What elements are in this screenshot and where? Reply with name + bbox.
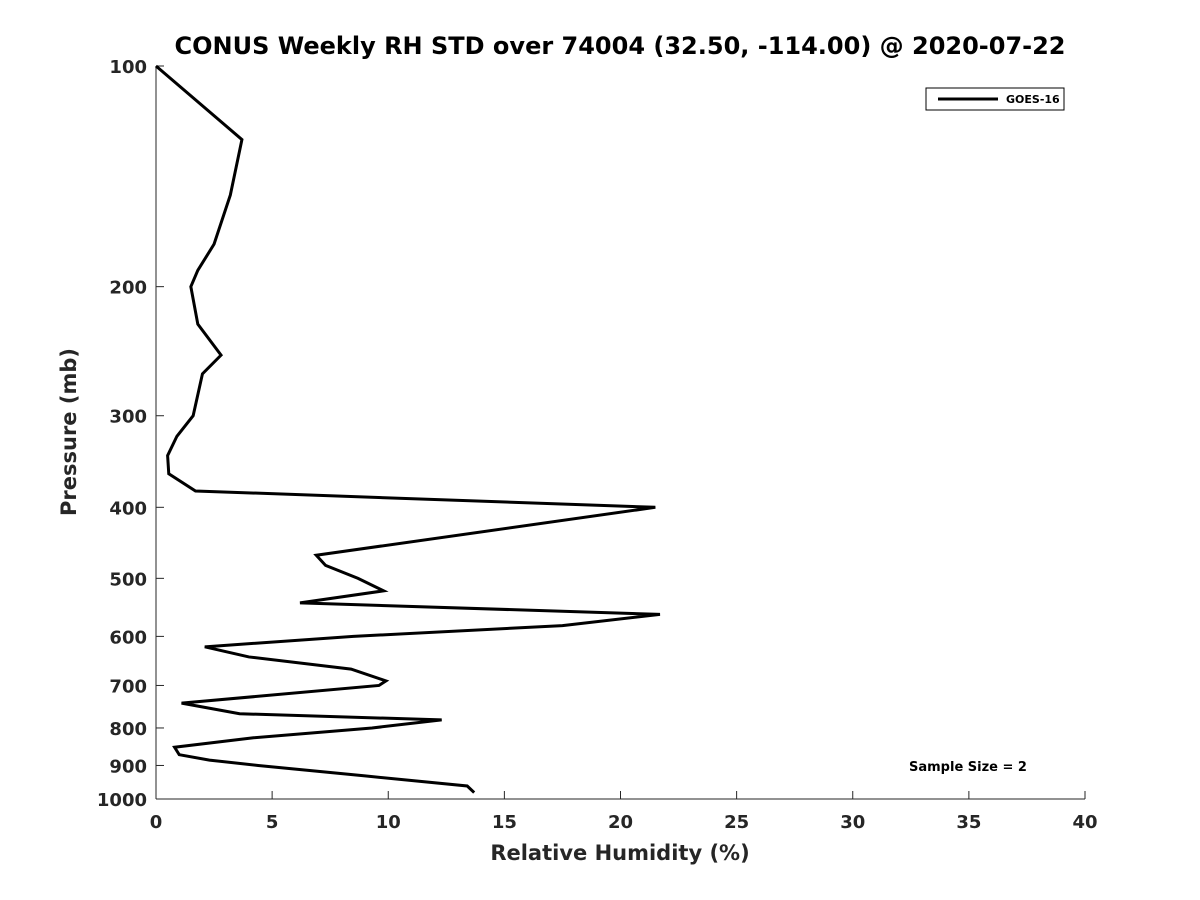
y-tick-label: 100	[109, 57, 147, 78]
y-tick-label: 400	[109, 498, 147, 519]
sample-size-annotation: Sample Size = 2	[909, 760, 1027, 775]
y-tick-label: 900	[109, 756, 147, 777]
x-tick-label: 20	[608, 812, 633, 833]
x-tick-label: 0	[150, 812, 163, 833]
series-line-goes-16	[155, 64, 661, 794]
x-tick-label: 35	[956, 812, 981, 833]
y-tick-label: 800	[109, 719, 147, 740]
x-tick-label: 40	[1072, 812, 1097, 833]
x-tick-label: 5	[266, 812, 279, 833]
legend-label-goes-16: GOES-16	[1006, 93, 1060, 106]
x-tick-label: 25	[724, 812, 749, 833]
y-tick-label: 500	[109, 569, 147, 590]
x-tick-label: 30	[840, 812, 865, 833]
y-tick-label: 600	[109, 627, 147, 648]
y-axis-label: Pressure (mb)	[57, 348, 81, 516]
chart-title: CONUS Weekly RH STD over 74004 (32.50, -…	[174, 32, 1065, 60]
y-tick-label: 300	[109, 407, 147, 428]
x-axis-label: Relative Humidity (%)	[490, 841, 749, 865]
y-tick-label: 200	[109, 278, 147, 299]
x-tick-label: 15	[492, 812, 517, 833]
x-tick-label: 10	[376, 812, 401, 833]
plot-area: 0 5 10 15 20 25 30 35 40 100 200 300 400 500 600 700 800…	[97, 57, 1098, 833]
y-tick-label: 700	[109, 676, 147, 697]
legend: GOES-16	[925, 87, 1065, 111]
y-tick-label: 1000	[97, 790, 147, 811]
